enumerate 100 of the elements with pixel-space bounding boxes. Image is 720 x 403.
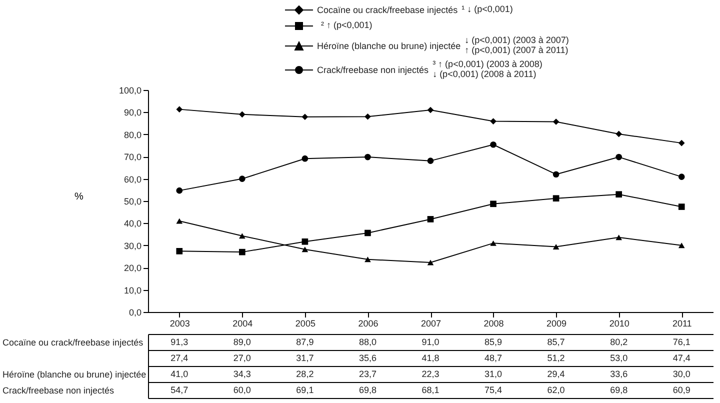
data-label: 87,9 — [296, 337, 314, 347]
point — [176, 187, 183, 194]
x-tick-label: 2007 — [420, 318, 442, 328]
point — [678, 204, 685, 210]
point — [552, 244, 560, 250]
data-label: 60,9 — [672, 385, 690, 395]
legend-label: Crack/freebase non injectés — [317, 64, 429, 75]
point — [364, 154, 371, 160]
point — [176, 218, 183, 224]
x-tick-label: 2009 — [546, 318, 567, 328]
x-tick-label: 2005 — [295, 318, 316, 328]
legend-label: Cocaïne ou crack/freebase injectés — [317, 5, 458, 15]
y-axis-title: % — [74, 192, 84, 202]
data-label: 34,3 — [233, 369, 251, 379]
point — [552, 118, 560, 125]
point — [176, 248, 183, 254]
point — [616, 130, 622, 138]
data-label: 85,9 — [484, 337, 502, 347]
x-tick-label: 2010 — [609, 318, 630, 328]
point — [364, 113, 371, 120]
data-label: 41,8 — [422, 353, 440, 363]
data-label: 35,6 — [358, 353, 376, 363]
data-label: 88,0 — [358, 337, 376, 347]
data-label: 31,7 — [296, 353, 314, 363]
point — [678, 174, 685, 180]
y-tick-label: 80,0 — [124, 130, 142, 140]
text: Crack/freebase non injectés — [2, 386, 114, 396]
data-label: 53,0 — [610, 353, 628, 363]
x-tick-label: 2008 — [484, 318, 504, 328]
point — [239, 233, 246, 239]
data-label: 60,0 — [233, 385, 251, 395]
y-tick-label: 100,0 — [118, 86, 142, 96]
point — [302, 114, 308, 120]
data-label: 29,4 — [547, 369, 565, 379]
data-label: 91,0 — [422, 337, 440, 347]
x-tick-label: 2004 — [232, 318, 253, 328]
y-tick-label: 0,0 — [128, 308, 142, 318]
point — [490, 200, 496, 208]
x-tick-label: 2011 — [672, 318, 692, 328]
point — [239, 176, 246, 182]
data-label: 47,4 — [672, 353, 690, 363]
y-tick-label: 30,0 — [124, 240, 142, 251]
text: Cocaïne ou crack/freebase injectés — [2, 338, 144, 348]
point — [176, 106, 183, 112]
data-label: 27,4 — [170, 353, 188, 363]
point — [490, 240, 496, 246]
y-tick-label: 50,0 — [124, 196, 142, 206]
text: ³ ↑ (p<0,001) (2003 à 2008) ↓ (p<0,001) (2008 à 2011) — [432, 58, 542, 80]
point — [302, 155, 308, 162]
y-tick-label: 20,0 — [124, 263, 142, 274]
point — [302, 238, 308, 245]
data-label: 75,4 — [484, 385, 502, 395]
point — [490, 141, 496, 148]
data-label: 48,7 — [484, 353, 502, 363]
y-tick-label: 10,0 — [124, 285, 142, 296]
data-label: 51,2 — [547, 353, 565, 363]
data-label: 27,0 — [233, 353, 251, 363]
point — [364, 230, 371, 236]
point — [239, 111, 246, 118]
point — [427, 216, 434, 222]
data-label: 23,7 — [358, 369, 376, 379]
text: ¹ ↓ (p<0,001) — [462, 4, 513, 15]
data-label: 68,1 — [422, 385, 440, 395]
point — [552, 195, 560, 202]
data-label: 91,3 — [170, 337, 188, 347]
data-label: 89,0 — [233, 337, 251, 347]
data-label: 85,7 — [547, 337, 565, 347]
data-label: 41,0 — [170, 369, 188, 379]
data-label: 30,0 — [672, 369, 690, 379]
point — [616, 154, 622, 160]
point — [616, 234, 622, 240]
data-label: 69,8 — [358, 385, 376, 395]
point — [239, 248, 246, 256]
legend-label: Héroïne (blanche ou brune) injectée — [317, 40, 461, 51]
point — [427, 158, 434, 164]
data-label: 69,1 — [296, 385, 314, 395]
data-label: 22,3 — [422, 369, 440, 379]
data-label: 80,2 — [610, 337, 628, 347]
text: Héroïne (blanche ou brune) injectée — [2, 370, 146, 380]
y-tick-label: 70,0 — [124, 152, 142, 162]
point — [490, 118, 496, 124]
text: ↓ (p<0,001) (2003 à 2007) ↑ (p<0,001) (2007 à 2011) — [464, 35, 569, 56]
y-tick-label: 60,0 — [124, 174, 142, 184]
text: ² ↑ (p<0,001) — [321, 20, 372, 31]
point — [616, 191, 622, 198]
point — [678, 242, 685, 248]
x-tick-label: 2006 — [358, 318, 378, 328]
point — [552, 171, 560, 178]
data-label: 62,0 — [547, 385, 565, 395]
data-label: 54,7 — [170, 385, 188, 395]
y-tick-label: 90,0 — [124, 108, 142, 118]
point — [427, 260, 434, 266]
data-label: 76,1 — [672, 337, 690, 347]
data-label: 33,6 — [610, 369, 628, 379]
data-label: 28,2 — [296, 369, 314, 379]
x-tick-label: 2003 — [170, 318, 190, 328]
point — [364, 256, 371, 262]
data-label: 31,0 — [484, 369, 502, 379]
point — [302, 246, 308, 252]
point — [427, 106, 434, 114]
